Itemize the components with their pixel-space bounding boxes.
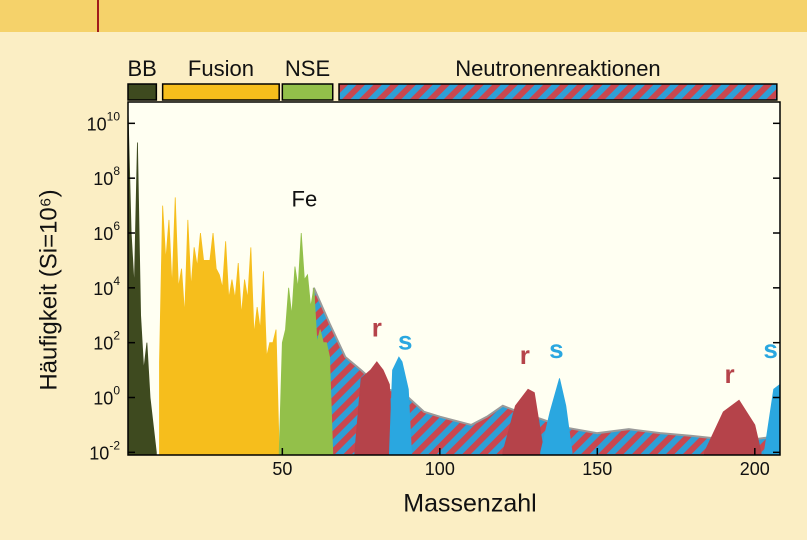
annotation: r — [725, 359, 735, 389]
y-axis-title: Häufigkeit (Si=10⁶) — [35, 189, 62, 390]
y-tick-base: 10 — [89, 443, 109, 463]
top-band — [0, 0, 807, 32]
y-tick-label: 106 — [93, 219, 120, 244]
overlay-layer: BB Fusion NSE Neutronenreaktionen10-2100102… — [87, 56, 780, 479]
y-tick-label: 10-2 — [89, 439, 120, 464]
plot-layer — [128, 110, 780, 455]
y-tick-label: 1010 — [87, 110, 121, 135]
y-tick-exp: -2 — [109, 439, 120, 453]
process-bar — [338, 83, 778, 101]
process-bar — [127, 83, 158, 101]
y-tick-exp: 2 — [113, 329, 120, 343]
y-tick-exp: 6 — [113, 219, 120, 233]
x-tick-label: 150 — [582, 459, 612, 479]
process-bar — [281, 83, 334, 101]
area — [159, 197, 280, 455]
y-tick-base: 10 — [93, 224, 113, 244]
plot-border — [127, 101, 781, 456]
annotation: s — [398, 326, 412, 356]
process-label: NSE — [285, 56, 330, 81]
process-bar — [161, 83, 280, 101]
y-tick-label: 104 — [93, 274, 120, 299]
y-tick-base: 10 — [93, 169, 113, 189]
annotation: Fe — [292, 187, 318, 212]
annotation: r — [520, 340, 530, 370]
y-tick-base: 10 — [93, 279, 113, 299]
y-tick-exp: 8 — [113, 164, 120, 178]
x-tick-label: 100 — [425, 459, 455, 479]
y-tick-exp: 0 — [113, 384, 120, 398]
annotation: s — [763, 334, 777, 364]
y-tick-label: 108 — [93, 164, 120, 189]
process-label: Fusion — [188, 56, 254, 81]
x-tick-label: 200 — [740, 459, 770, 479]
y-tick-label: 100 — [93, 384, 120, 409]
area — [763, 383, 780, 455]
x-tick-label: 50 — [272, 459, 292, 479]
x-axis-title: Massenzahl — [403, 490, 536, 518]
y-tick-base: 10 — [93, 388, 113, 408]
process-label: BB — [127, 56, 156, 81]
area — [389, 356, 412, 455]
annotation: s — [549, 334, 563, 364]
y-tick-exp: 10 — [107, 110, 121, 124]
annotation: r — [372, 312, 382, 342]
y-tick-base: 10 — [87, 114, 107, 134]
y-tick-label: 102 — [93, 329, 120, 354]
process-label: Neutronenreaktionen — [455, 56, 660, 81]
area — [278, 232, 334, 455]
y-tick-base: 10 — [93, 333, 113, 353]
y-tick-exp: 4 — [113, 274, 120, 288]
